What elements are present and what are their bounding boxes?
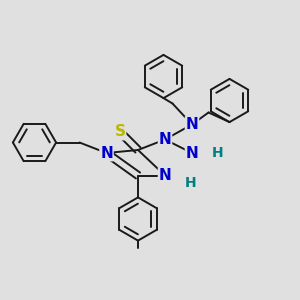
Text: N: N: [186, 146, 198, 160]
Text: S: S: [115, 124, 125, 140]
Text: N: N: [100, 146, 113, 160]
Text: N: N: [159, 168, 171, 183]
Text: H: H: [212, 146, 223, 160]
Text: H: H: [185, 176, 196, 190]
Text: N: N: [186, 117, 198, 132]
Text: N: N: [159, 132, 171, 147]
